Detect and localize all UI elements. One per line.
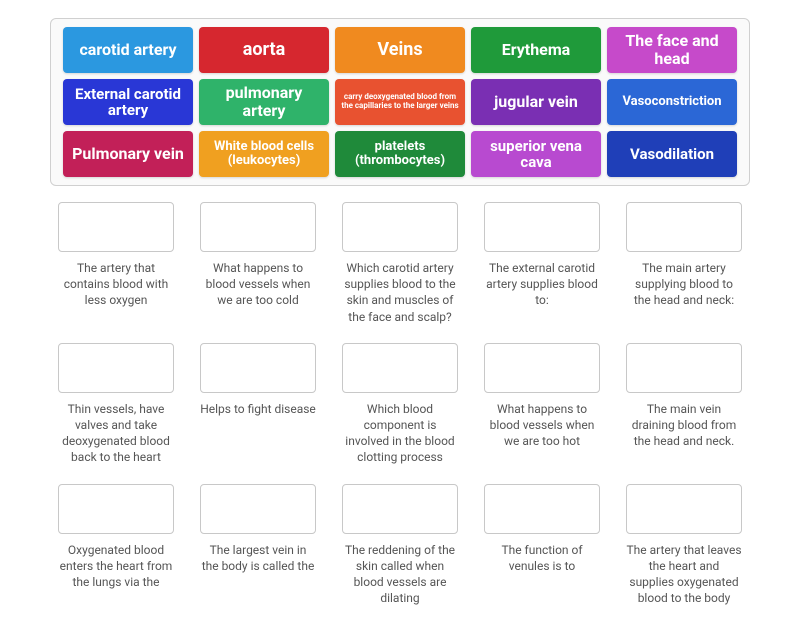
answer-tile[interactable]: carry deoxygenated blood from the capill… [335, 79, 465, 125]
answer-tile[interactable]: Vasoconstriction [607, 79, 737, 125]
dropzone[interactable] [626, 484, 742, 534]
target-grid: The artery that contains blood with less… [50, 202, 750, 606]
target-slot: What happens to blood vessels when we ar… [200, 202, 316, 325]
target-label: Thin vessels, have valves and take deoxy… [58, 401, 174, 466]
target-slot: The external carotid artery supplies blo… [484, 202, 600, 325]
dropzone[interactable] [342, 343, 458, 393]
answer-tile[interactable]: superior vena cava [471, 131, 601, 177]
dropzone[interactable] [626, 343, 742, 393]
dropzone[interactable] [200, 202, 316, 252]
answer-tile[interactable]: Pulmonary vein [63, 131, 193, 177]
target-label: The artery that contains blood with less… [58, 260, 174, 309]
answer-tile[interactable]: platelets (thrombocytes) [335, 131, 465, 177]
dropzone[interactable] [484, 343, 600, 393]
target-slot: The reddening of the skin called when bl… [342, 484, 458, 607]
target-slot: Which carotid artery supplies blood to t… [342, 202, 458, 325]
answer-tile[interactable]: The face and head [607, 27, 737, 73]
target-slot: The main artery supplying blood to the h… [626, 202, 742, 325]
answer-tile[interactable]: jugular vein [471, 79, 601, 125]
dropzone[interactable] [484, 484, 600, 534]
target-label: The function of venules is to [484, 542, 600, 590]
target-label: What happens to blood vessels when we ar… [200, 260, 316, 309]
dropzone[interactable] [484, 202, 600, 252]
target-label: Oxygenated blood enters the heart from t… [58, 542, 174, 591]
dropzone[interactable] [58, 202, 174, 252]
target-slot: Oxygenated blood enters the heart from t… [58, 484, 174, 607]
target-label: Which carotid artery supplies blood to t… [342, 260, 458, 325]
tile-row-wrap: carotid arteryaortaVeinsErythemaThe face… [59, 27, 741, 177]
target-slot: Thin vessels, have valves and take deoxy… [58, 343, 174, 466]
target-slot: The artery that leaves the heart and sup… [626, 484, 742, 607]
answer-tile[interactable]: carotid artery [63, 27, 193, 73]
answer-tile[interactable]: White blood cells (leukocytes) [199, 131, 329, 177]
target-label: The reddening of the skin called when bl… [342, 542, 458, 607]
answer-tile[interactable]: Veins [335, 27, 465, 73]
answer-tile[interactable]: Erythema [471, 27, 601, 73]
dropzone[interactable] [626, 202, 742, 252]
target-slot: Helps to fight disease [200, 343, 316, 466]
target-label: The main artery supplying blood to the h… [626, 260, 742, 309]
target-label: Helps to fight disease [200, 401, 316, 449]
answer-tile[interactable]: pulmonary artery [199, 79, 329, 125]
target-label: The main vein draining blood from the he… [626, 401, 742, 450]
target-label: What happens to blood vessels when we ar… [484, 401, 600, 450]
target-slot: The function of venules is to [484, 484, 600, 607]
dropzone[interactable] [342, 484, 458, 534]
answer-tile[interactable]: aorta [199, 27, 329, 73]
tile-bank: carotid arteryaortaVeinsErythemaThe face… [50, 18, 750, 186]
answer-tile[interactable]: External carotid artery [63, 79, 193, 125]
dropzone[interactable] [200, 343, 316, 393]
target-slot: The largest vein in the body is called t… [200, 484, 316, 607]
target-label: The largest vein in the body is called t… [200, 542, 316, 590]
target-slot: The artery that contains blood with less… [58, 202, 174, 325]
dropzone[interactable] [200, 484, 316, 534]
target-label: The external carotid artery supplies blo… [484, 260, 600, 309]
target-slot: What happens to blood vessels when we ar… [484, 343, 600, 466]
target-label: The artery that leaves the heart and sup… [626, 542, 742, 607]
dropzone[interactable] [58, 484, 174, 534]
target-slot: Which blood component is involved in the… [342, 343, 458, 466]
dropzone[interactable] [342, 202, 458, 252]
dropzone[interactable] [58, 343, 174, 393]
target-label: Which blood component is involved in the… [342, 401, 458, 466]
answer-tile[interactable]: Vasodilation [607, 131, 737, 177]
target-slot: The main vein draining blood from the he… [626, 343, 742, 466]
